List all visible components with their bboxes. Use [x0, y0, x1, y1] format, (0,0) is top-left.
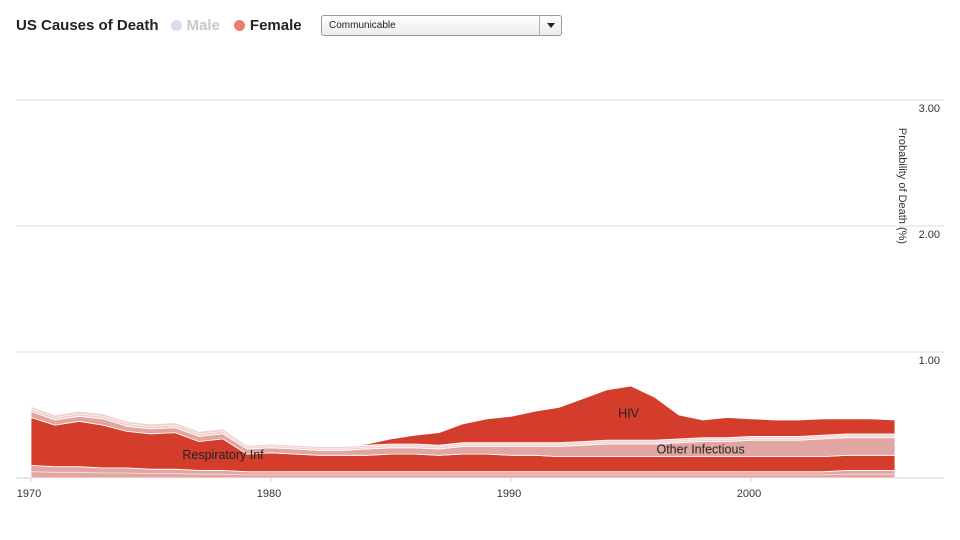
legend-male[interactable]: Male	[170, 16, 220, 34]
legend-female-label: Female	[249, 16, 302, 34]
female-dot-icon	[233, 19, 245, 31]
legend-female[interactable]: Female	[233, 16, 302, 34]
stacked-areas	[30, 385, 896, 479]
y-axis-label: Probability of Death (%)	[896, 128, 908, 244]
chart-title: US Causes of Death	[16, 16, 159, 34]
area-hiv	[30, 385, 896, 447]
dropdown-toggle[interactable]	[539, 16, 561, 35]
y-tick-label: 1.00	[919, 355, 940, 367]
series-label-other-infectious: Other Infectious	[656, 443, 744, 457]
cause-category-select[interactable]: Communicable	[321, 15, 562, 36]
x-tick-label: 1970	[17, 488, 41, 500]
x-tick-label: 1990	[497, 488, 521, 500]
chevron-down-icon	[546, 23, 555, 28]
series-label-respiratory-inf: Respiratory Inf	[182, 448, 264, 462]
y-tick-label: 3.00	[919, 103, 940, 115]
series-label-hiv: HIV	[618, 407, 640, 421]
legend-male-label: Male	[186, 16, 220, 34]
y-tick-label: 2.00	[919, 229, 940, 241]
male-dot-icon	[170, 19, 182, 31]
select-value: Communicable	[329, 20, 396, 31]
band-stripe	[30, 471, 895, 476]
x-tick-label: 1980	[257, 488, 281, 500]
chart-header: US Causes of Death Male Female	[16, 12, 316, 38]
band-stripe	[30, 408, 895, 449]
x-tick-label: 2000	[737, 488, 761, 500]
chart-labels: 3.00 2.00 1.00 1970 1980 1990 2000 Probability …	[17, 103, 940, 500]
